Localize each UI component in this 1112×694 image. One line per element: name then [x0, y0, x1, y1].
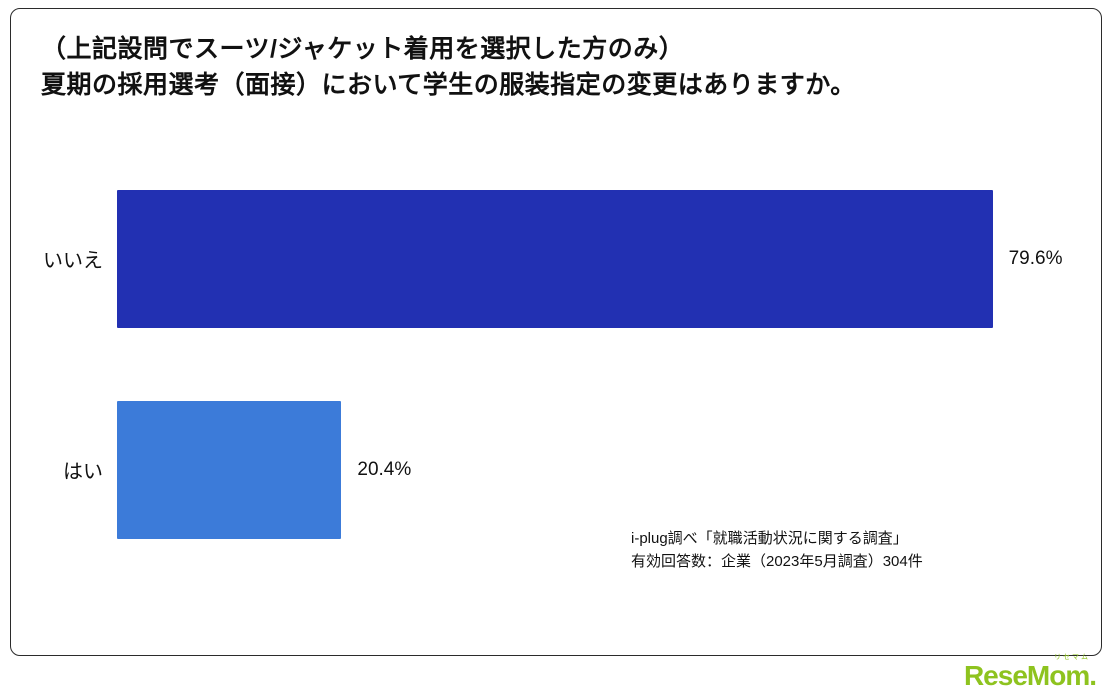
category-label-yes: はい	[63, 461, 103, 483]
source-note: i-plug調べ「就職活動状況に関する調査」 有効回答数：企業（2023年5月調…	[631, 527, 923, 574]
resemom-logo-text: ReseMom.	[963, 660, 1097, 691]
chart-card: （上記設問でスーツ/ジャケット着用を選択した方のみ） 夏期の採用選考（面接）にお…	[10, 8, 1102, 656]
bar-no	[117, 189, 993, 328]
bar-chart: いいえ 79.6% はい 20.4%	[41, 189, 1073, 539]
category-label-no: いいえ	[43, 250, 103, 272]
source-line2: 有効回答数：企業（2023年5月調査）304件	[631, 553, 923, 571]
value-label-yes: 20.4%	[357, 458, 412, 480]
source-line1: i-plug調べ「就職活動状況に関する調査」	[631, 530, 908, 547]
value-label-no: 79.6%	[1008, 247, 1063, 269]
chart-title-line1: （上記設問でスーツ/ジャケット着用を選択した方のみ）	[41, 35, 685, 63]
chart-title: （上記設問でスーツ/ジャケット着用を選択した方のみ） 夏期の採用選考（面接）にお…	[41, 31, 1073, 104]
bar-yes	[117, 400, 342, 539]
chart-title-line2: 夏期の採用選考（面接）において学生の服装指定の変更はありますか。	[41, 71, 856, 100]
resemom-logo: リセマム ReseMom.	[963, 654, 1097, 691]
resemom-logo-subtext: リセマム	[1054, 654, 1090, 661]
bar-row-no: いいえ 79.6%	[41, 189, 1073, 328]
bar-row-yes: はい 20.4%	[41, 400, 1073, 539]
